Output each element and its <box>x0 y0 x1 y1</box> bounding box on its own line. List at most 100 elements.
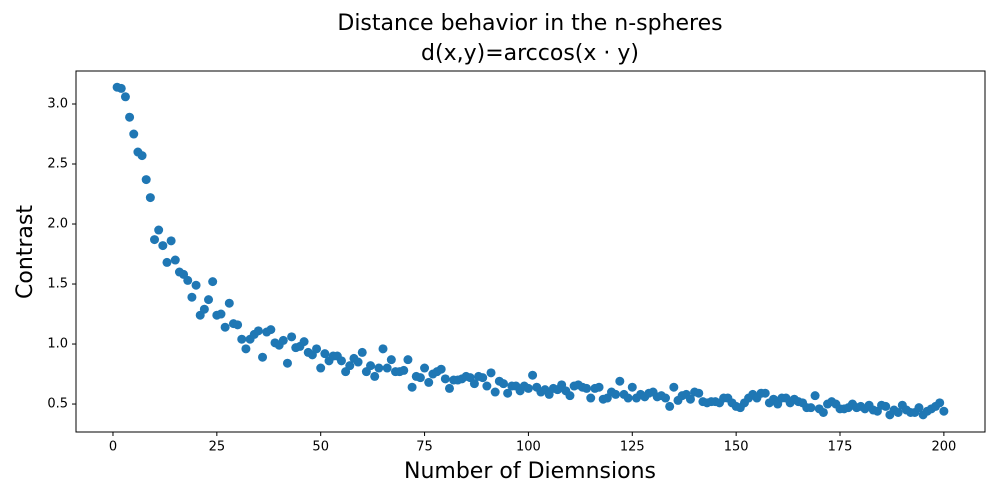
point <box>224 298 234 308</box>
point <box>914 403 924 413</box>
point <box>158 241 168 251</box>
x-tick-label: 0 <box>109 440 117 455</box>
point <box>420 363 430 373</box>
point <box>145 193 155 203</box>
point <box>312 344 322 354</box>
point <box>528 370 538 380</box>
point <box>486 368 496 378</box>
y-tick-label: 1.0 <box>47 337 68 352</box>
point <box>582 383 592 393</box>
point <box>594 382 604 392</box>
point <box>220 322 230 332</box>
point <box>760 388 770 398</box>
point <box>266 325 276 335</box>
point <box>258 352 268 362</box>
point <box>357 347 367 357</box>
y-tick-label: 2.0 <box>47 217 68 232</box>
point <box>345 361 355 371</box>
point <box>208 277 218 287</box>
point <box>424 377 434 387</box>
point <box>523 383 533 393</box>
point <box>353 357 363 367</box>
point <box>661 393 671 403</box>
point <box>120 92 130 102</box>
point <box>278 335 288 345</box>
point <box>565 391 575 401</box>
point <box>478 373 488 383</box>
point <box>415 373 425 383</box>
point <box>615 376 625 386</box>
point <box>237 334 247 344</box>
point <box>490 387 500 397</box>
point <box>216 309 226 319</box>
point <box>320 349 330 359</box>
point <box>399 365 409 375</box>
x-axis-label: Number of Diemnsions <box>404 459 656 484</box>
y-tick-label: 0.5 <box>47 397 68 412</box>
point <box>129 129 139 139</box>
point <box>204 295 214 305</box>
point <box>287 332 297 342</box>
point <box>150 235 160 245</box>
point <box>469 379 479 389</box>
y-tick-label: 1.5 <box>47 277 68 292</box>
point <box>336 356 346 366</box>
x-tick-label: 125 <box>620 440 645 455</box>
x-tick-label: 175 <box>828 440 853 455</box>
point <box>299 337 309 347</box>
point <box>436 364 446 374</box>
point <box>440 374 450 384</box>
point <box>316 363 326 373</box>
point <box>586 393 596 403</box>
point <box>503 388 513 398</box>
point <box>407 382 417 392</box>
x-tick-label: 50 <box>312 440 329 455</box>
point <box>162 257 172 267</box>
chart-title: Distance behavior in the n-spheres <box>337 11 722 36</box>
point <box>627 382 637 392</box>
point <box>116 83 126 93</box>
point <box>199 304 209 314</box>
y-axis-label: Contrast <box>13 205 38 299</box>
point <box>366 361 376 371</box>
point <box>623 393 633 403</box>
point <box>187 292 197 302</box>
point <box>386 355 396 365</box>
point <box>482 381 492 391</box>
point <box>694 388 704 398</box>
point <box>818 407 828 417</box>
point <box>282 358 292 368</box>
point <box>881 401 891 411</box>
point <box>233 320 243 330</box>
point <box>137 151 147 161</box>
point <box>378 344 388 354</box>
y-tick-label: 2.5 <box>47 157 68 172</box>
point <box>810 391 820 401</box>
point <box>669 382 679 392</box>
point <box>939 406 949 416</box>
x-tick-label: 100 <box>516 440 541 455</box>
point <box>403 355 413 365</box>
x-tick-label: 25 <box>209 440 226 455</box>
x-tick-label: 75 <box>416 440 433 455</box>
point <box>665 401 675 411</box>
chart-subtitle: d(x,y)=arccos(x · y) <box>421 41 639 66</box>
point <box>374 363 384 373</box>
plot-frame <box>75 70 986 433</box>
point <box>166 236 176 246</box>
y-tick-label: 3.0 <box>47 97 68 112</box>
point <box>141 175 151 185</box>
point <box>154 225 164 235</box>
point <box>498 379 508 389</box>
x-tick-label: 200 <box>931 440 956 455</box>
point <box>241 344 251 354</box>
point <box>935 398 945 408</box>
point <box>685 394 695 404</box>
point <box>611 389 621 399</box>
point <box>170 255 180 265</box>
x-tick-label: 150 <box>724 440 749 455</box>
point <box>183 275 193 285</box>
point <box>444 383 454 393</box>
